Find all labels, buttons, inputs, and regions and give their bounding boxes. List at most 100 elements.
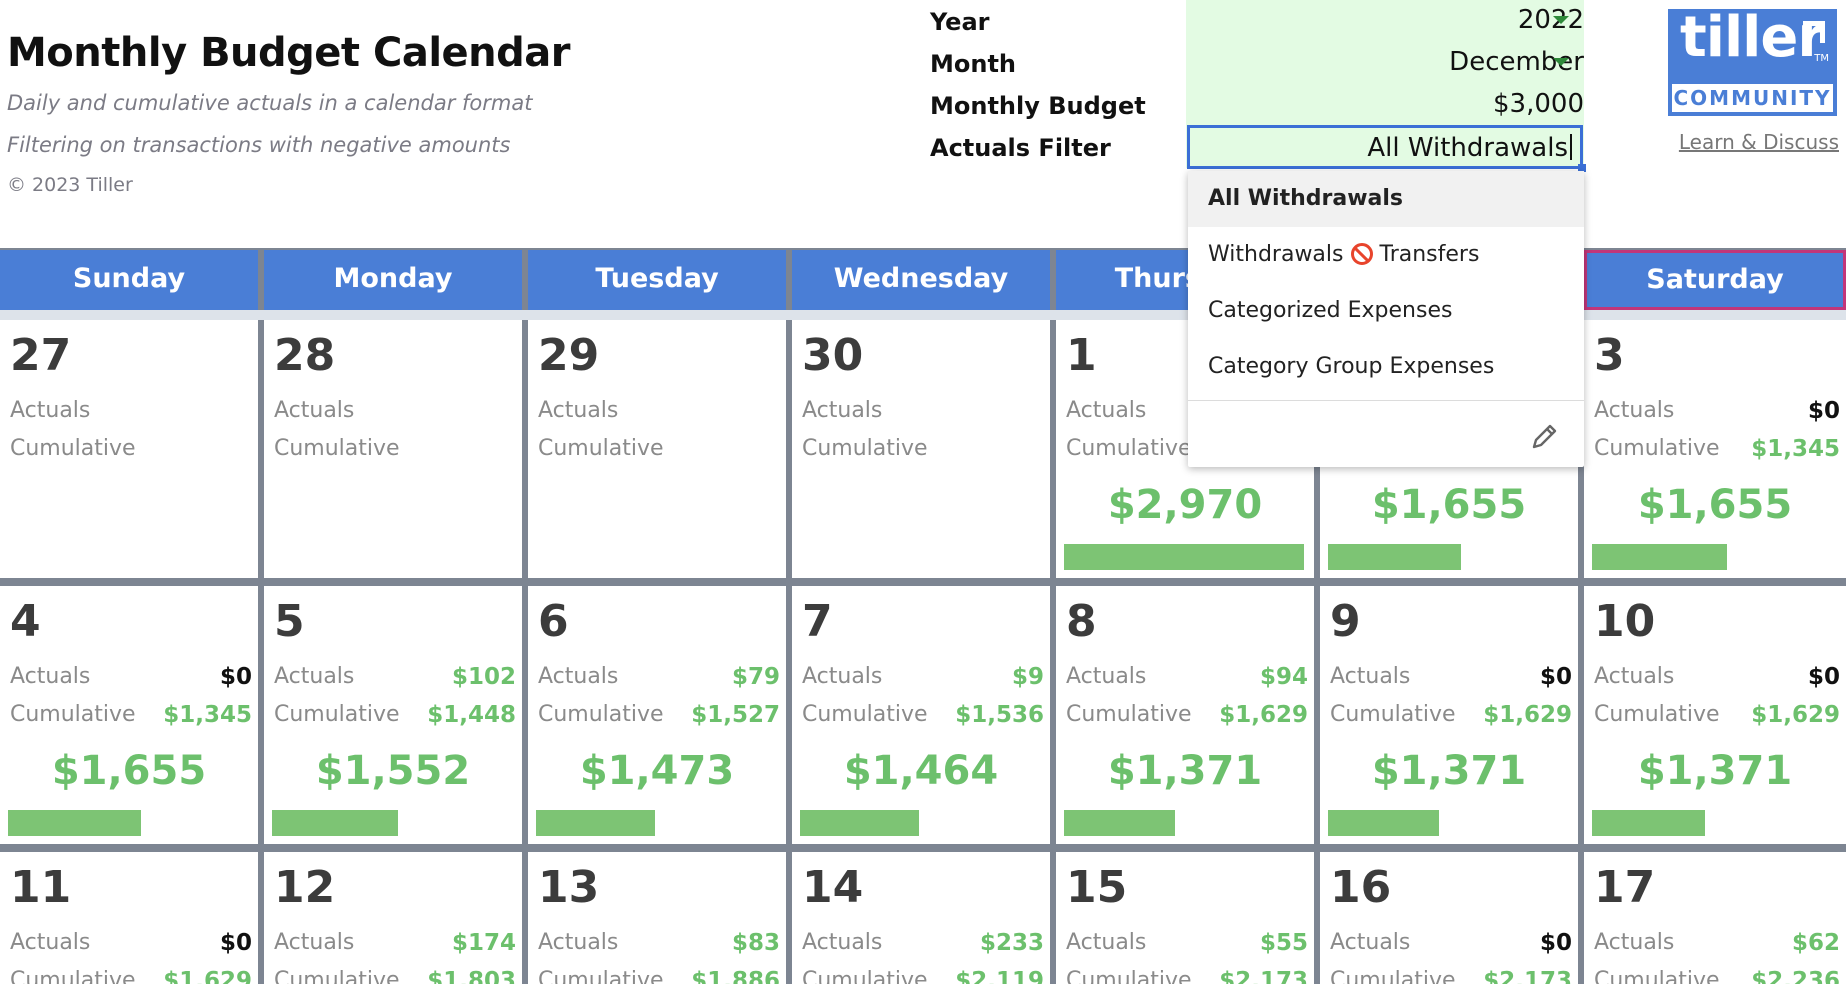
- remaining-budget-bar: [1064, 544, 1304, 570]
- logo-corner-mark: [1803, 21, 1825, 43]
- day-number: 12: [274, 862, 336, 913]
- cumulative-value: $1,536: [955, 702, 1044, 728]
- cumulative-label: Cumulative: [1330, 968, 1456, 984]
- month-caret-icon[interactable]: [1553, 58, 1569, 66]
- day-number: 3: [1594, 330, 1625, 381]
- calendar-day-cell[interactable]: 8 Actuals Cumulative $94 $1,629 $1,371: [1056, 586, 1314, 844]
- cumulative-label: Cumulative: [538, 436, 664, 461]
- remaining-budget-bar: [1328, 544, 1461, 570]
- actuals-value: $233: [979, 930, 1044, 956]
- cumulative-label: Cumulative: [802, 436, 928, 461]
- calendar-day-cell[interactable]: 27 Actuals Cumulative: [0, 320, 258, 578]
- calendar-day-cell[interactable]: 9 Actuals Cumulative $0 $1,629 $1,371: [1320, 586, 1578, 844]
- calendar-day-cell[interactable]: 28 Actuals Cumulative: [264, 320, 522, 578]
- day-number: 14: [802, 862, 864, 913]
- day-number: 9: [1330, 596, 1361, 647]
- day-number: 1: [1066, 330, 1097, 381]
- year-label: Year: [930, 8, 990, 36]
- day-number: 30: [802, 330, 864, 381]
- dropdown-item-categorized-expenses[interactable]: Categorized Expenses: [1208, 298, 1453, 323]
- logo-wordmark: tiller: [1680, 5, 1825, 70]
- remaining-budget-bar: [8, 810, 141, 836]
- actuals-label: Actuals: [1594, 398, 1675, 423]
- calendar-day-cell[interactable]: 5 Actuals Cumulative $102 $1,448 $1,552: [264, 586, 522, 844]
- calendar-day-cell[interactable]: 10 Actuals Cumulative $0 $1,629 $1,371: [1584, 586, 1846, 844]
- day-header-saturday: Saturday: [1584, 250, 1846, 310]
- cumulative-value: $1,345: [163, 702, 252, 728]
- actuals-label: Actuals: [274, 664, 355, 689]
- calendar-day-cell[interactable]: 17 Actuals Cumulative $62 $2,236: [1584, 852, 1846, 984]
- remaining-budget: $1,371: [1637, 748, 1793, 794]
- actuals-label: Actuals: [10, 398, 91, 423]
- actuals-label: Actuals: [1330, 930, 1411, 955]
- logo-trademark: TM: [1814, 53, 1829, 64]
- dropdown-item-withdrawals-no-transfers[interactable]: Withdrawals Transfers: [1188, 227, 1584, 283]
- remaining-budget-bar: [800, 810, 919, 836]
- calendar-day-cell[interactable]: 16 Actuals Cumulative $0 $2,173: [1320, 852, 1578, 984]
- cumulative-label: Cumulative: [1066, 436, 1192, 461]
- cumulative-label: Cumulative: [10, 436, 136, 461]
- filter-dropdown-menu: All Withdrawals Withdrawals Transfers Ca…: [1188, 171, 1584, 467]
- calendar-day-cell[interactable]: 29 Actuals Cumulative: [528, 320, 786, 578]
- learn-discuss-link[interactable]: Learn & Discuss: [1678, 130, 1839, 154]
- actuals-label: Actuals: [1066, 664, 1147, 689]
- day-header-sunday: Sunday: [0, 250, 258, 310]
- remaining-budget-bar: [1592, 544, 1727, 570]
- calendar-day-cell[interactable]: 4 Actuals Cumulative $0 $1,345 $1,655: [0, 586, 258, 844]
- actuals-value: $94: [1259, 664, 1308, 690]
- dropdown-item-all-withdrawals[interactable]: All Withdrawals: [1188, 171, 1584, 227]
- remaining-budget: $1,371: [1107, 748, 1263, 794]
- calendar-day-cell[interactable]: 7 Actuals Cumulative $9 $1,536 $1,464: [792, 586, 1050, 844]
- actuals-filter-input[interactable]: All Withdrawals: [1187, 125, 1583, 169]
- remaining-budget-bar: [1592, 810, 1705, 836]
- cumulative-value: $1,448: [427, 702, 516, 728]
- cumulative-label: Cumulative: [802, 968, 928, 984]
- header-gap: [0, 310, 1846, 320]
- dropdown-item-label: Withdrawals: [1208, 242, 1344, 267]
- text-cursor: [1570, 134, 1572, 160]
- cumulative-value: $1,629: [163, 968, 252, 984]
- cumulative-label: Cumulative: [10, 968, 136, 984]
- cumulative-value: $1,629: [1483, 702, 1572, 728]
- actuals-value: $83: [731, 930, 780, 956]
- actuals-value: $55: [1259, 930, 1308, 956]
- calendar-day-cell[interactable]: 14 Actuals Cumulative $233 $2,119: [792, 852, 1050, 984]
- day-number: 8: [1066, 596, 1097, 647]
- calendar-day-cell[interactable]: 15 Actuals Cumulative $55 $2,173: [1056, 852, 1314, 984]
- cumulative-value: $2,173: [1219, 968, 1308, 984]
- dropdown-item-category-group-expenses[interactable]: Category Group Expenses: [1208, 354, 1495, 379]
- cumulative-value: $2,119: [955, 968, 1044, 984]
- actuals-value: $79: [731, 664, 780, 690]
- cumulative-label: Cumulative: [538, 702, 664, 727]
- calendar-day-cell[interactable]: 12 Actuals Cumulative $174 $1,803: [264, 852, 522, 984]
- year-select[interactable]: 2022: [1517, 5, 1584, 35]
- remaining-budget-bar: [536, 810, 655, 836]
- day-number: 5: [274, 596, 305, 647]
- cumulative-value: $1,886: [691, 968, 780, 984]
- dropdown-item-suffix: Transfers: [1379, 242, 1480, 267]
- actuals-label: Actuals: [802, 930, 883, 955]
- calendar-day-cell[interactable]: 11 Actuals Cumulative $0 $1,629: [0, 852, 258, 984]
- cell-fill-handle[interactable]: [1578, 164, 1586, 172]
- day-header-tuesday: Tuesday: [528, 250, 786, 310]
- actuals-label: Actuals: [10, 664, 91, 689]
- actuals-value: $9: [1011, 664, 1044, 690]
- actuals-label: Actuals: [1066, 930, 1147, 955]
- calendar-day-cell[interactable]: 6 Actuals Cumulative $79 $1,527 $1,473: [528, 586, 786, 844]
- cumulative-label: Cumulative: [274, 436, 400, 461]
- calendar-day-cell[interactable]: 3 Actuals Cumulative $0 $1,345 $1,655: [1584, 320, 1846, 578]
- subtitle-daily: Daily and cumulative actuals in a calend…: [7, 91, 533, 115]
- day-number: 4: [10, 596, 41, 647]
- pencil-icon[interactable]: [1528, 421, 1560, 453]
- year-caret-icon[interactable]: [1553, 16, 1569, 24]
- subtitle-filter: Filtering on transactions with negative …: [7, 133, 511, 157]
- actuals-label: Actuals: [1594, 664, 1675, 689]
- monthly-budget-input[interactable]: $3,000: [1493, 89, 1584, 119]
- tiller-community-logo[interactable]: tiller TM COMMUNITY: [1668, 5, 1837, 116]
- no-entry-icon: [1350, 243, 1373, 265]
- monthly-budget-label: Monthly Budget: [930, 92, 1146, 120]
- page-title: Monthly Budget Calendar: [7, 30, 571, 76]
- calendar-day-cell[interactable]: 13 Actuals Cumulative $83 $1,886: [528, 852, 786, 984]
- calendar-day-cell[interactable]: 30 Actuals Cumulative: [792, 320, 1050, 578]
- cumulative-label: Cumulative: [538, 968, 664, 984]
